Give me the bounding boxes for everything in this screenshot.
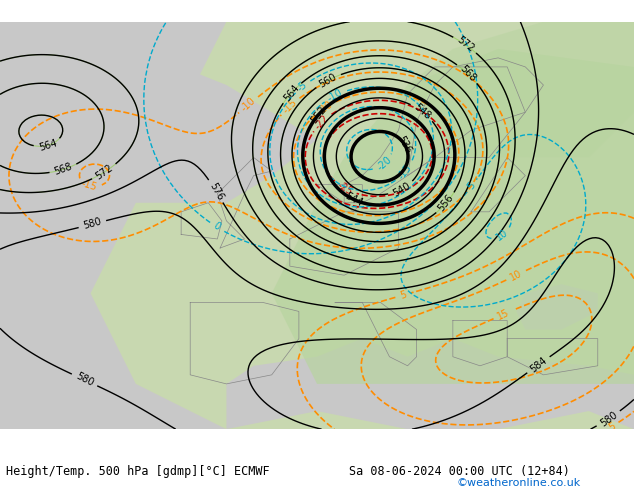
- Text: 548: 548: [412, 102, 433, 122]
- Polygon shape: [516, 284, 598, 330]
- Text: 572: 572: [94, 163, 115, 181]
- Text: -15: -15: [281, 97, 299, 115]
- Text: 564: 564: [281, 82, 301, 103]
- Polygon shape: [0, 22, 634, 429]
- Text: -15: -15: [80, 179, 98, 193]
- Text: 5: 5: [399, 290, 408, 301]
- Text: 584: 584: [528, 355, 549, 374]
- Text: -25: -25: [335, 180, 354, 197]
- Text: -10: -10: [239, 96, 257, 114]
- Text: -5: -5: [295, 80, 309, 94]
- Text: 540: 540: [391, 180, 412, 198]
- Text: -20: -20: [375, 155, 393, 173]
- Polygon shape: [408, 22, 634, 157]
- Text: 568: 568: [458, 64, 477, 84]
- Text: 536: 536: [396, 134, 413, 155]
- Text: ©weatheronline.co.uk: ©weatheronline.co.uk: [456, 478, 581, 488]
- Text: 15: 15: [496, 307, 512, 321]
- Polygon shape: [0, 22, 226, 429]
- Text: 556: 556: [436, 193, 456, 214]
- Polygon shape: [226, 339, 634, 429]
- Text: -22: -22: [313, 113, 331, 131]
- Text: 5: 5: [466, 180, 477, 191]
- Polygon shape: [272, 49, 634, 384]
- Text: 580: 580: [598, 409, 619, 428]
- Text: 544: 544: [343, 191, 364, 208]
- Text: 580: 580: [82, 217, 103, 231]
- Polygon shape: [45, 49, 317, 203]
- Text: 572: 572: [455, 35, 476, 54]
- Text: Sa 08-06-2024 00:00 UTC (12+84): Sa 08-06-2024 00:00 UTC (12+84): [349, 465, 569, 478]
- Text: 10: 10: [494, 227, 510, 243]
- Text: Height/Temp. 500 hPa [gdmp][°C] ECMWF: Height/Temp. 500 hPa [gdmp][°C] ECMWF: [6, 465, 270, 478]
- Text: -10: -10: [326, 87, 345, 104]
- Text: 580: 580: [74, 371, 95, 389]
- Text: -20: -20: [316, 99, 334, 117]
- Text: 10: 10: [508, 268, 524, 283]
- Text: 568: 568: [53, 162, 74, 177]
- Text: 5: 5: [606, 420, 617, 432]
- Text: 552: 552: [309, 104, 328, 125]
- Text: 576: 576: [207, 181, 225, 202]
- Text: 564: 564: [37, 138, 58, 153]
- Text: 0: 0: [211, 221, 222, 233]
- Text: -15: -15: [396, 163, 413, 181]
- Text: 560: 560: [318, 71, 339, 89]
